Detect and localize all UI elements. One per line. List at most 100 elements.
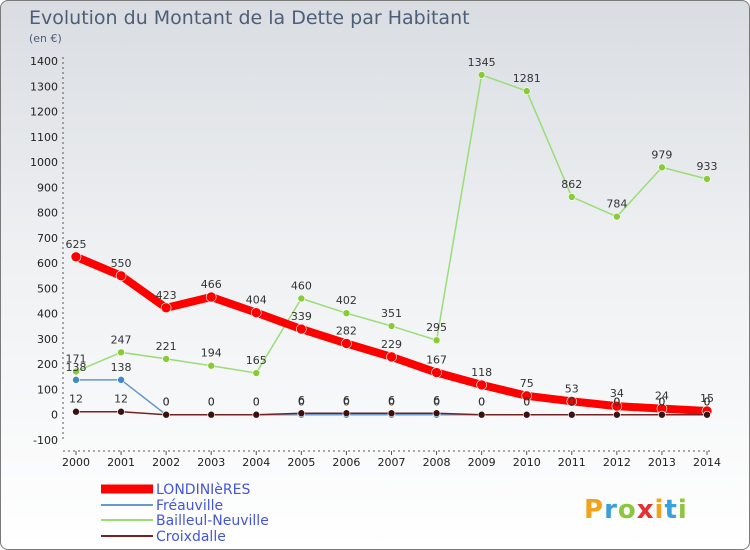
x-tick-label: 2009 [468, 456, 496, 469]
data-label-s3: 0 [208, 396, 215, 409]
data-label-s1: 0 [433, 396, 440, 409]
data-label-s2: 351 [381, 307, 402, 320]
data-point-s0 [250, 307, 262, 318]
data-label-s2: 862 [561, 178, 582, 191]
data-point-s0 [70, 251, 82, 263]
data-label-s1: 0 [478, 396, 485, 409]
x-tick-label: 2001 [107, 456, 135, 469]
data-label-s1: 0 [568, 396, 575, 409]
y-tick-label: 1100 [30, 131, 58, 144]
y-tick-label: 500 [37, 282, 58, 295]
y-tick-label: 700 [37, 232, 58, 245]
data-point-s0 [205, 291, 217, 303]
data-point-s3 [613, 410, 621, 419]
data-point-s3 [342, 409, 351, 418]
x-tick-label: 2014 [693, 456, 721, 469]
data-point-s0 [296, 323, 307, 335]
data-point-s0 [521, 390, 533, 402]
y-tick-label: 100 [37, 383, 58, 396]
data-point-s0 [160, 302, 172, 314]
data-point-s2 [703, 175, 711, 183]
y-tick-label: 1000 [30, 156, 58, 169]
data-label-s0: 466 [201, 278, 222, 291]
data-label-s3: 0 [613, 396, 620, 409]
data-point-s3 [297, 409, 306, 418]
data-label-s2: 402 [336, 294, 357, 307]
y-tick-label: 1200 [30, 106, 58, 119]
data-label-s1: 0 [523, 396, 530, 409]
data-label-s0: 404 [246, 294, 267, 307]
data-label-s0: 34 [610, 387, 624, 400]
data-point-s2 [387, 322, 396, 330]
data-label-s2: 784 [606, 198, 627, 211]
data-label-s1: 0 [658, 396, 665, 409]
x-tick-label: 2008 [423, 456, 451, 469]
data-label-s3: 0 [478, 396, 485, 409]
data-point-s2 [297, 294, 306, 303]
y-tick-label: 300 [37, 333, 58, 346]
data-label-s2: 194 [201, 347, 222, 360]
data-label-s1: 0 [253, 396, 260, 409]
data-label-s0: 53 [565, 382, 579, 395]
y-tick-label: 1300 [30, 80, 58, 93]
data-point-s1 [117, 376, 125, 384]
data-label-s3: 0 [163, 396, 170, 409]
legend-label-1: Fréauville [156, 498, 223, 514]
data-label-s0: 118 [471, 366, 492, 379]
data-label-s1: 0 [208, 396, 215, 409]
y-tick-label: -100 [33, 434, 58, 447]
data-label-s2: 295 [426, 321, 447, 334]
proxiti-logo: Proxiti [584, 495, 688, 525]
data-point-s0 [431, 367, 442, 378]
data-label-s1: 138 [66, 361, 87, 374]
x-tick-label: 2013 [648, 456, 676, 469]
data-label-s0: 282 [336, 324, 357, 337]
data-point-s0 [566, 396, 578, 407]
chart-subtitle: (en €) [29, 32, 62, 45]
data-label-s3: 6 [298, 394, 305, 407]
legend-label-3: Croixdalle [156, 529, 226, 545]
data-point-s2 [342, 309, 351, 317]
data-label-s1: 0 [388, 396, 395, 409]
data-point-s2 [613, 212, 621, 221]
y-tick-label: 800 [37, 207, 58, 220]
data-point-s2 [477, 71, 486, 79]
data-label-s1: 0 [163, 396, 170, 409]
data-label-s0: 15 [700, 392, 714, 405]
data-point-s2 [522, 87, 531, 95]
x-tick-label: 2000 [62, 456, 90, 469]
data-label-s3: 12 [69, 393, 83, 406]
data-point-s0 [386, 351, 397, 363]
data-label-s2: 171 [66, 353, 87, 366]
data-label-s2: 979 [651, 148, 672, 161]
legend: LONDINIèRESFréauvilleBailleul-NeuvilleCr… [101, 482, 269, 545]
data-point-s3 [703, 410, 711, 419]
data-label-s0: 75 [520, 377, 534, 390]
data-point-s2 [162, 355, 170, 363]
data-label-s0: 24 [655, 390, 669, 403]
data-point-s3 [432, 409, 441, 418]
legend-label-0: LONDINIèRES [156, 482, 250, 498]
data-label-s2: 221 [156, 340, 177, 353]
data-point-s3 [252, 410, 261, 419]
data-point-s3 [387, 409, 396, 418]
x-tick-label: 2011 [558, 456, 586, 469]
legend-label-2: Bailleul-Neuville [156, 513, 269, 529]
data-label-s2: 165 [246, 354, 267, 367]
data-point-s2 [658, 163, 666, 172]
data-label-s1: 0 [704, 396, 711, 409]
y-tick-label: 0 [51, 409, 58, 422]
data-point-s3 [522, 410, 531, 419]
data-label-s2: 1281 [513, 72, 541, 85]
data-point-s2 [117, 348, 125, 357]
y-tick-label: 900 [37, 181, 58, 194]
data-point-s3 [567, 410, 576, 419]
data-label-s1: 0 [343, 396, 350, 409]
data-point-s2 [72, 367, 80, 376]
data-label-s3: 0 [704, 396, 711, 409]
data-point-s3 [117, 407, 125, 416]
data-point-s1 [72, 376, 80, 384]
data-label-s3: 6 [343, 394, 350, 407]
data-label-s3: 12 [114, 393, 128, 406]
